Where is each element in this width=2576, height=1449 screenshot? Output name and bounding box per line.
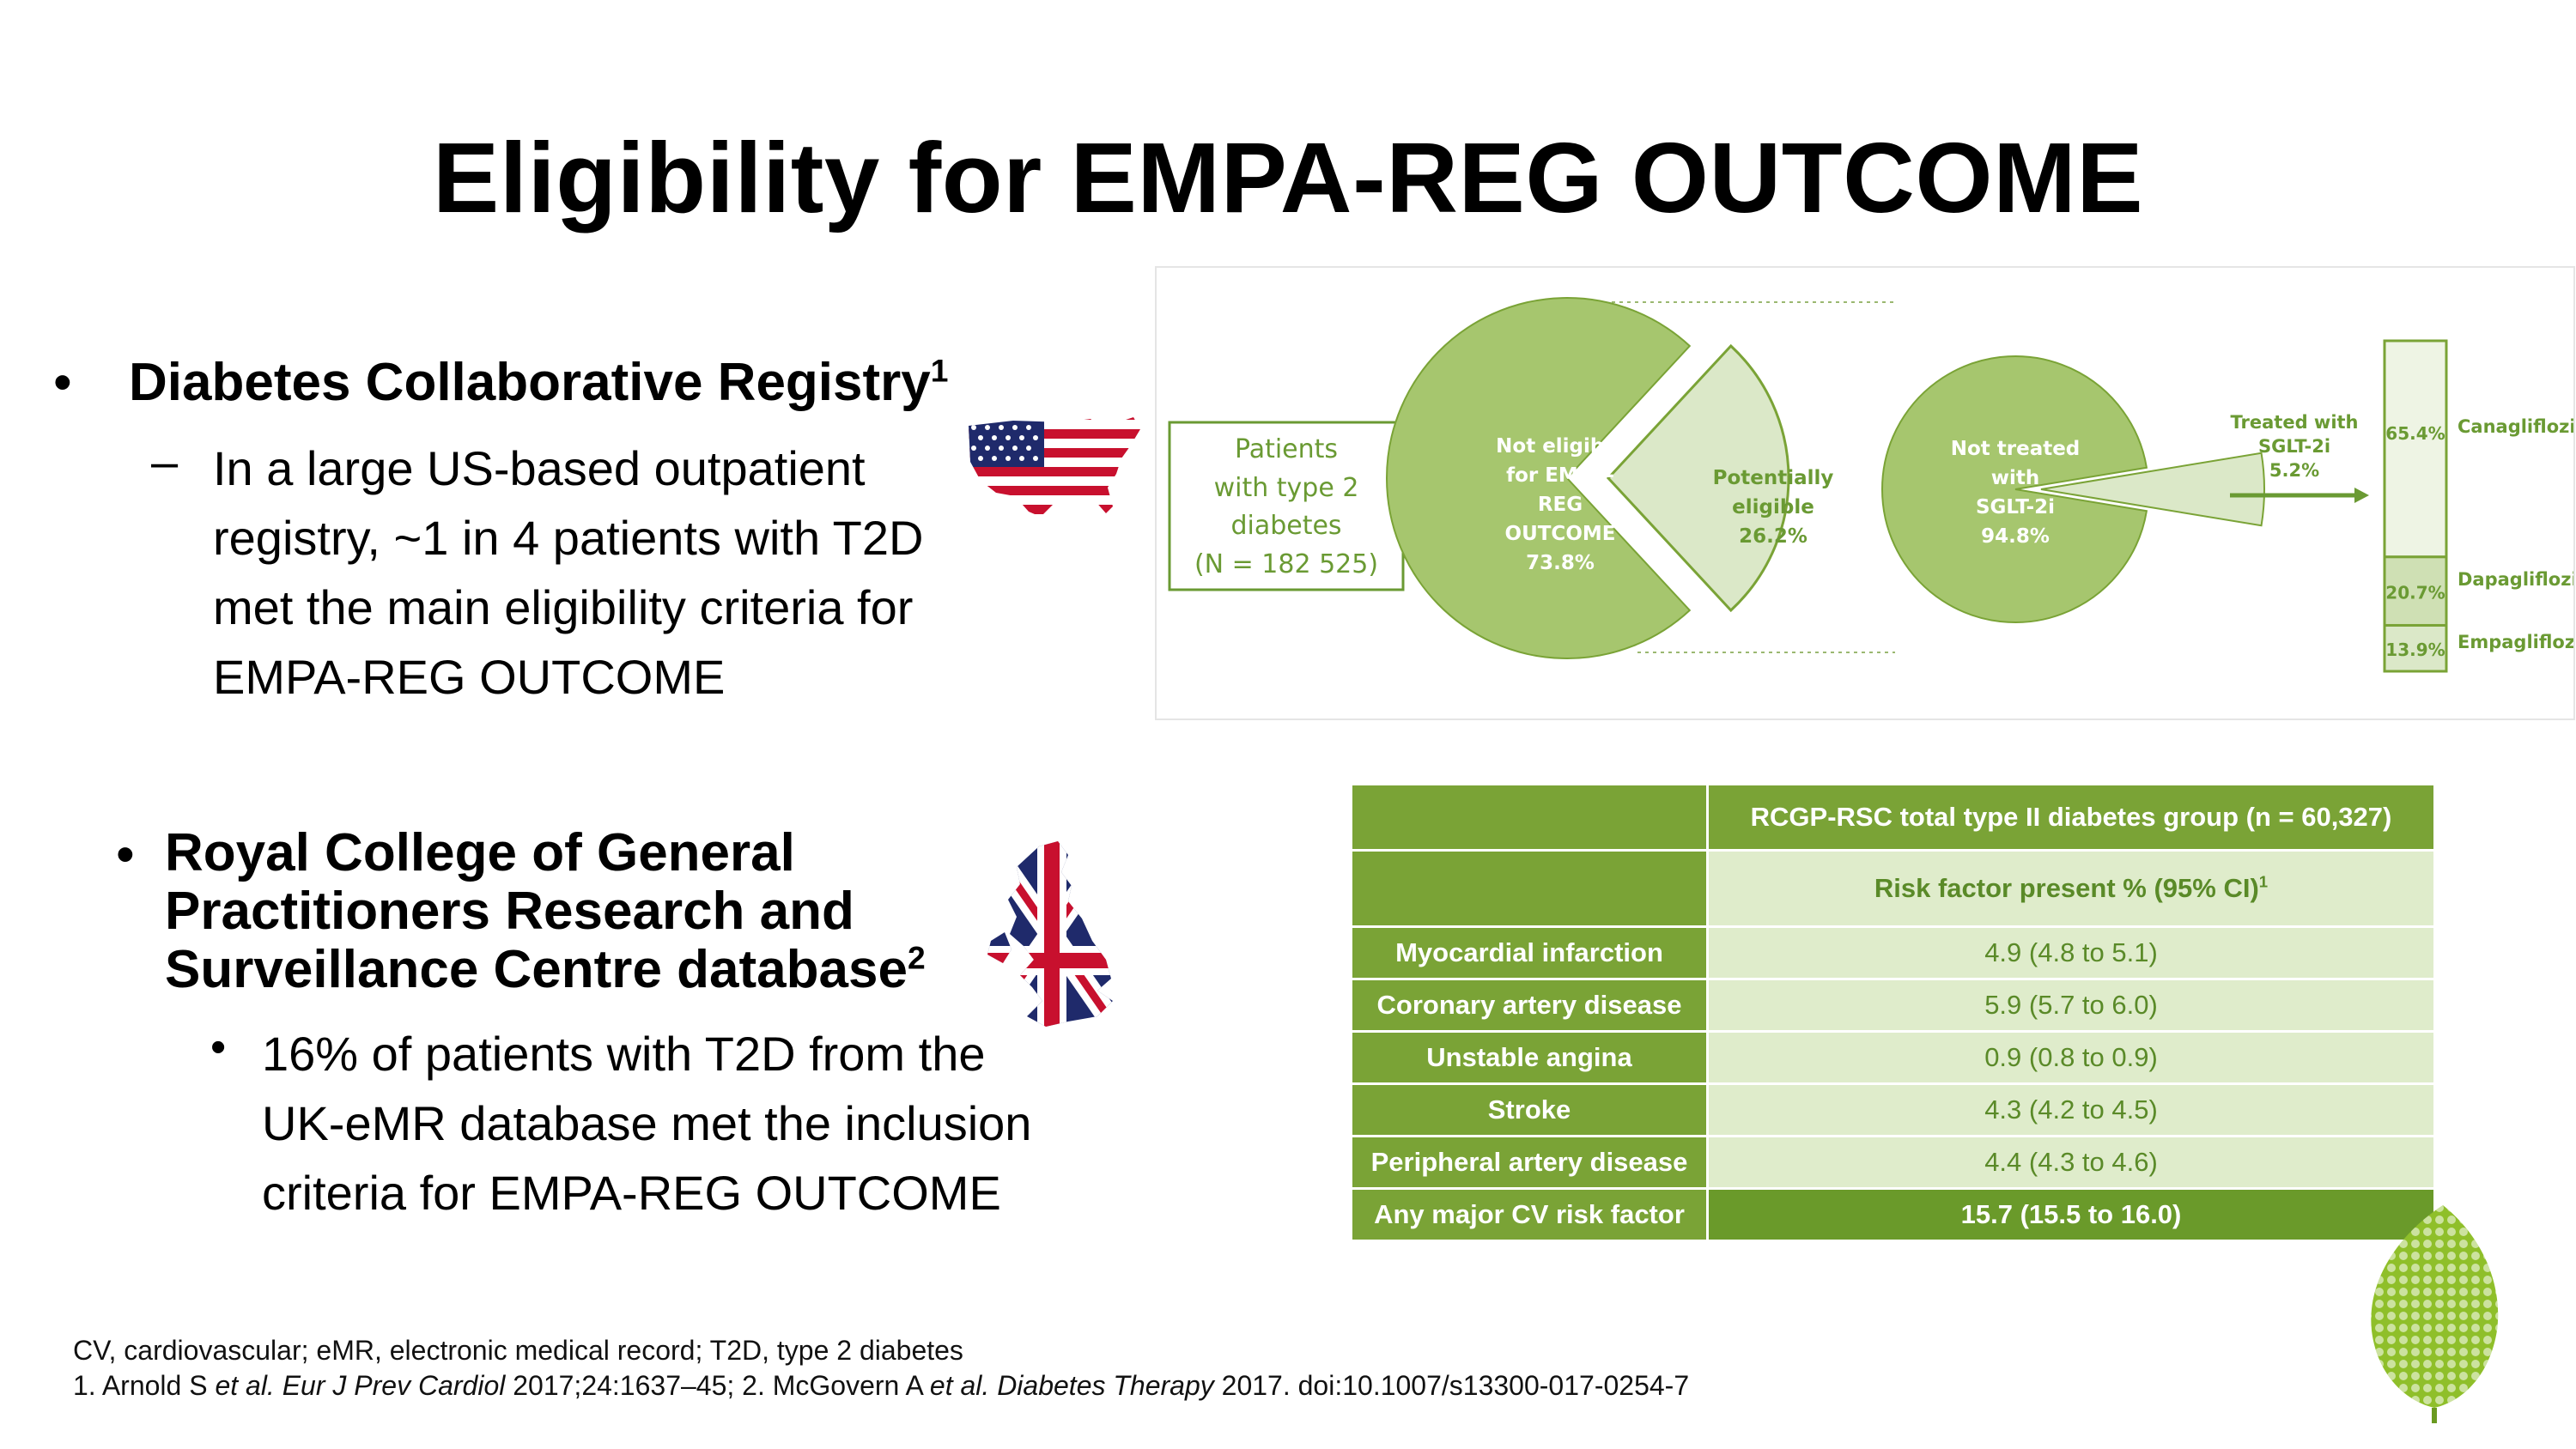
risk-factor-label: Any major CV risk factor — [1350, 1187, 1709, 1242]
bar-legend-label: Dapagliflozin — [2458, 569, 2573, 590]
risk-factor-label: Coronary artery disease — [1350, 978, 1709, 1033]
bullet: • — [116, 825, 135, 884]
pie2-label: SGLT-2i — [1976, 496, 2055, 518]
table-corner-cell — [1350, 849, 1709, 928]
table-row: Any major CV risk factor 15.7 (15.5 to 1… — [1350, 1187, 2436, 1242]
pie1-label: REG — [1538, 494, 1583, 516]
uk-flag-map-icon — [987, 841, 1113, 1027]
table-subheader-row: Risk factor present % (95% CI)1 — [1350, 849, 2436, 928]
risk-factor-table: RCGP-RSC total type II diabetes group (n… — [1350, 783, 2436, 1242]
table-column-header: Risk factor present % (95% CI)1 — [1706, 849, 2436, 928]
pie1-label: eligible — [1732, 496, 1814, 518]
pie1-label: 26.2% — [1739, 525, 1807, 548]
patients-box-line: with type 2 — [1214, 473, 1359, 503]
pie2-label: Not treated — [1951, 438, 2081, 460]
bar-segment-label: 65.4% — [2385, 423, 2445, 444]
risk-factor-label: Myocardial infarction — [1350, 925, 1709, 980]
pie1-label: 73.8% — [1526, 552, 1595, 574]
table-row: Coronary artery disease 5.9 (5.7 to 6.0) — [1350, 978, 2436, 1033]
registry-heading: Diabetes Collaborative Registry1 — [129, 352, 949, 412]
page-title: Eligibility for EMPA-REG OUTCOME — [432, 122, 2144, 233]
patients-box-line: diabetes — [1230, 511, 1341, 541]
table-row: Peripheral artery disease 4.4 (4.3 to 4.… — [1350, 1135, 2436, 1190]
patients-box-line: Patients — [1235, 434, 1338, 464]
bar-segment-canagliflozin — [2383, 339, 2448, 559]
table-corner-cell — [1350, 783, 1709, 852]
risk-factor-value: 15.7 (15.5 to 16.0) — [1706, 1187, 2436, 1242]
dash-bullet: – — [151, 434, 179, 488]
abbreviations-footnote: CV, cardiovascular; eMR, electronic medi… — [73, 1335, 963, 1366]
rcgp-description: 16% of patients with T2D from the UK-eMR… — [262, 1027, 1032, 1220]
pie1-slice-potentially-eligible — [1606, 343, 1790, 613]
risk-factor-label: Unstable angina — [1350, 1030, 1709, 1085]
bar-legend-label: Canagliflozin — [2458, 416, 2573, 437]
bar-segment-label: 20.7% — [2385, 583, 2445, 603]
patients-box-line: (N = 182 525) — [1194, 549, 1378, 579]
table-row: Myocardial infarction 4.9 (4.8 to 5.1) — [1350, 925, 2436, 980]
risk-factor-value: 0.9 (0.8 to 0.9) — [1706, 1030, 2436, 1085]
pie2-label: with — [1991, 467, 2040, 489]
table-row: Unstable angina 0.9 (0.8 to 0.9) — [1350, 1030, 2436, 1085]
pie1-label: for EMPA- — [1506, 464, 1614, 487]
arrow-head — [2354, 488, 2369, 503]
table-header-row: RCGP-RSC total type II diabetes group (n… — [1350, 783, 2436, 852]
risk-factor-label: Stroke — [1350, 1082, 1709, 1137]
registry-description: In a large US-based outpatient registry,… — [213, 441, 924, 704]
treated-label: SGLT-2i — [2258, 436, 2330, 457]
table-row: Stroke 4.3 (4.2 to 4.5) — [1350, 1082, 2436, 1137]
rcgp-heading: Royal College of General Practitioners R… — [165, 823, 926, 999]
risk-factor-value: 4.9 (4.8 to 5.1) — [1706, 925, 2436, 980]
eligibility-chart-svg: Patients with type 2 diabetes (N = 182 5… — [1168, 297, 2576, 673]
bar-segment-empagliflozin — [2383, 623, 2448, 673]
risk-factor-value: 4.4 (4.3 to 4.6) — [1706, 1135, 2436, 1190]
bullet: • — [210, 1022, 227, 1072]
pie1-slice-not-eligible — [1386, 297, 1692, 659]
bar-legend-label: Empagliflozin — [2458, 632, 2573, 652]
eligibility-chart: Patients with type 2 diabetes (N = 182 5… — [1155, 266, 2576, 720]
leaf-logo-icon — [2371, 1205, 2499, 1423]
pie1-label: OUTCOME — [1505, 523, 1616, 545]
pie2-slice-not-treated — [1881, 355, 2148, 623]
risk-factor-value: 5.9 (5.7 to 6.0) — [1706, 978, 2436, 1033]
us-flag-map-icon — [969, 417, 1140, 517]
pie2-label: 94.8% — [1981, 525, 2050, 548]
treated-label: Treated with — [2231, 412, 2359, 433]
pie2-slice-treated — [2040, 452, 2265, 527]
treated-label: 5.2% — [2269, 460, 2319, 481]
bar-segment-dapagliflozin — [2383, 555, 2448, 627]
pie1-label: Not eligible — [1496, 435, 1625, 458]
bullet: • — [53, 353, 72, 412]
references-footnote: 1. Arnold S et al. Eur J Prev Cardiol 20… — [73, 1370, 1690, 1401]
pie1-label: Potentially — [1713, 467, 1834, 489]
risk-factor-value: 4.3 (4.2 to 4.5) — [1706, 1082, 2436, 1137]
table-group-header: RCGP-RSC total type II diabetes group (n… — [1706, 783, 2436, 852]
risk-factor-label: Peripheral artery disease — [1350, 1135, 1709, 1190]
bar-segment-label: 13.9% — [2385, 640, 2445, 660]
